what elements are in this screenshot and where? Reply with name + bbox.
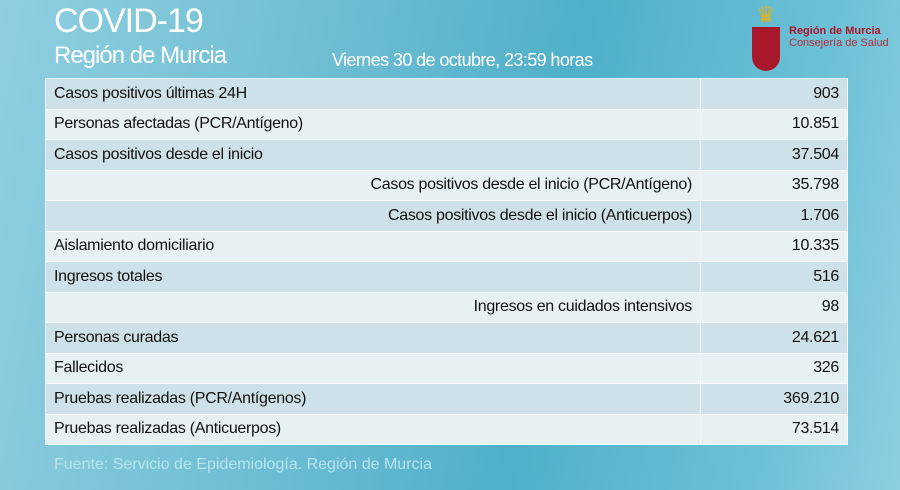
table-row: Pruebas realizadas (Anticuerpos) 73.514 — [45, 413, 848, 445]
page-title: COVID-19 — [54, 2, 204, 40]
row-value: 24.621 — [700, 322, 848, 354]
logo-line-1: Región de Murcia — [789, 25, 881, 37]
row-value: 10.851 — [700, 108, 848, 140]
region-logo: ♛ Región de Murcia Consejería de Salud — [747, 2, 889, 73]
row-label: Casos positivos desde el inicio (PCR/Ant… — [45, 169, 701, 201]
row-value: 369.210 — [700, 383, 848, 415]
table-row: Ingresos en cuidados intensivos 98 — [45, 291, 848, 323]
table-row: Casos positivos desde el inicio (PCR/Ant… — [45, 169, 848, 201]
row-value: 98 — [700, 291, 848, 323]
row-label: Casos positivos últimas 24H — [45, 78, 701, 110]
coat-of-arms-icon — [752, 27, 780, 71]
page-subtitle: Región de Murcia — [54, 42, 227, 69]
row-label: Pruebas realizadas (PCR/Antígenos) — [45, 383, 701, 415]
row-label: Personas curadas — [45, 322, 701, 354]
row-label: Ingresos totales — [45, 261, 701, 293]
row-value: 37.504 — [700, 139, 848, 171]
row-label: Personas afectadas (PCR/Antígeno) — [45, 108, 701, 140]
crown-icon: ♛ — [756, 2, 776, 27]
row-label: Casos positivos desde el inicio — [45, 139, 701, 171]
table-row: Ingresos totales 516 — [45, 261, 848, 293]
row-label: Casos positivos desde el inicio (Anticue… — [45, 200, 701, 232]
table-row: Personas curadas 24.621 — [45, 322, 848, 354]
stats-table: Casos positivos últimas 24H 903 Personas … — [45, 78, 848, 445]
table-row: Casos positivos desde el inicio (Anticue… — [45, 200, 848, 232]
row-value: 10.335 — [700, 230, 848, 262]
table-row: Personas afectadas (PCR/Antígeno) 10.851 — [45, 108, 848, 140]
table-row: Pruebas realizadas (PCR/Antígenos) 369.21… — [45, 383, 848, 415]
table-row: Casos positivos últimas 24H 903 — [45, 78, 848, 110]
source-note: Fuente: Servicio de Epidemiología. Regió… — [54, 456, 432, 473]
logo-line-2: Consejería de Salud — [789, 37, 889, 49]
row-value: 326 — [700, 352, 848, 384]
table-row: Casos positivos desde el inicio 37.504 — [45, 139, 848, 171]
row-label: Aislamiento domiciliario — [45, 230, 701, 262]
row-value: 35.798 — [700, 169, 848, 201]
table-row: Fallecidos 326 — [45, 352, 848, 384]
row-value: 73.514 — [700, 413, 848, 445]
row-value: 1.706 — [700, 200, 848, 232]
row-value: 903 — [700, 78, 848, 110]
row-value: 516 — [700, 261, 848, 293]
row-label: Ingresos en cuidados intensivos — [45, 291, 701, 323]
row-label: Fallecidos — [45, 352, 701, 384]
row-label: Pruebas realizadas (Anticuerpos) — [45, 413, 701, 445]
report-date: Viernes 30 de octubre, 23:59 horas — [332, 50, 593, 70]
table-row: Aislamiento domiciliario 10.335 — [45, 230, 848, 262]
